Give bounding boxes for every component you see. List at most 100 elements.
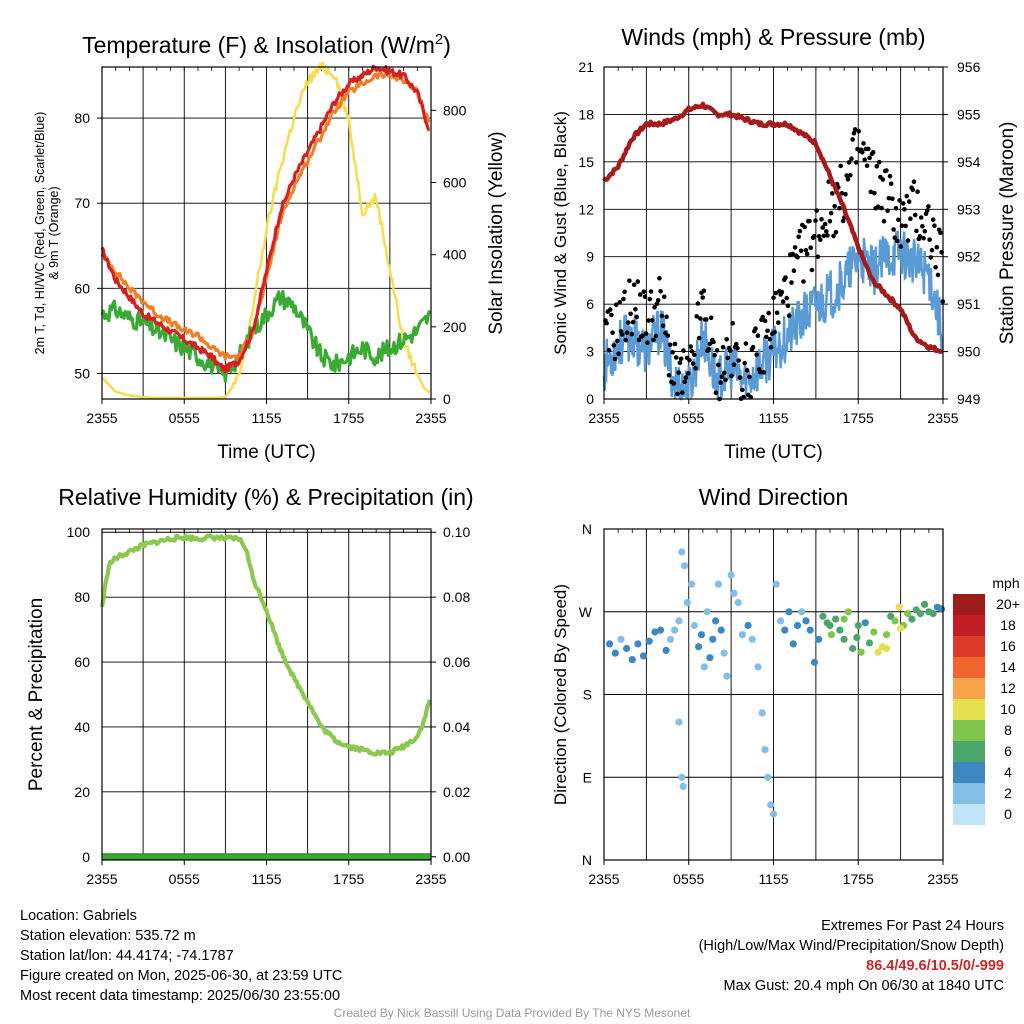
gust-point [818, 237, 823, 243]
plot-frame [603, 66, 944, 400]
direction-point [781, 626, 789, 634]
direction-point [853, 633, 861, 642]
direction-point [738, 631, 747, 639]
direction-point [769, 810, 778, 818]
gust-point [896, 217, 901, 223]
x-tick-label: 1155 [251, 410, 281, 426]
gust-point [635, 279, 641, 284]
direction-point [761, 746, 769, 754]
gust-point [610, 330, 615, 336]
gust-point [682, 379, 687, 385]
gust-point [879, 205, 884, 211]
gust-point [747, 374, 752, 380]
gust-point [927, 237, 932, 242]
gust-point [845, 177, 851, 182]
direction-point [709, 635, 717, 643]
gust-point [615, 338, 620, 344]
direction-point [688, 580, 696, 588]
y-tick-label: 0 [82, 849, 90, 865]
gust-point [649, 318, 655, 323]
chart-title: Wind Direction [699, 484, 849, 510]
gust-point [642, 294, 648, 300]
y-axis-label: Percent & Precipitation [26, 598, 47, 791]
gust-point [918, 215, 924, 220]
gust-point [874, 164, 880, 169]
plot-frame [101, 528, 432, 861]
colorbar-label: 10 [1000, 701, 1016, 717]
direction-point [748, 635, 756, 643]
gust-point [816, 234, 822, 239]
direction-point [865, 639, 874, 647]
colorbar-swatch [953, 636, 985, 657]
gust-point [736, 358, 741, 363]
y-axis-label: Sonic Wind & Gust (Blue, Black) [551, 111, 570, 355]
direction-point [656, 626, 665, 634]
gust-point [809, 267, 815, 273]
gust-point [917, 234, 923, 239]
direction-point [662, 646, 670, 655]
gust-point [677, 360, 683, 366]
gust-point [716, 362, 721, 368]
extremes-info: Extremes For Past 24 Hours (High/Low/Max… [699, 916, 1004, 996]
title-text: Temperature (F) & Insolation (W/m [82, 32, 435, 58]
gust-point [906, 199, 912, 204]
direction-point [789, 640, 797, 648]
gust-point [648, 289, 654, 294]
y-tick-label: 80 [74, 110, 90, 126]
colorbar-swatch [953, 762, 985, 783]
gust-point [934, 244, 940, 250]
gust-point [903, 223, 908, 229]
colorbar-label: 4 [1004, 764, 1012, 780]
chart-title: Winds (mph) & Pressure (mb) [621, 24, 925, 50]
gust-point [742, 360, 747, 366]
gust-point [838, 163, 843, 169]
direction-point [606, 640, 614, 648]
gust-point [801, 279, 806, 284]
direction-point [897, 624, 905, 632]
y2-tick-label: 950 [957, 344, 981, 360]
gust-point [611, 343, 617, 348]
gust-point [866, 146, 871, 152]
gust-point [854, 160, 859, 165]
colorbar-swatch [953, 678, 985, 699]
gust-point [701, 288, 707, 294]
chart-title: Temperature (F) & Insolation (W/m2) [82, 31, 451, 58]
x-tick-label: 2355 [86, 871, 117, 887]
gust-point [604, 320, 609, 326]
credit-text: Created By Nick Bassill Using Data Provi… [333, 1006, 691, 1020]
direction-point [767, 801, 775, 809]
gust-point [819, 217, 824, 222]
gust-point [785, 303, 791, 309]
gust-point [706, 346, 711, 352]
gust-point [814, 208, 819, 213]
gust-point [607, 307, 613, 312]
gust-point [928, 255, 934, 260]
gust-point [628, 311, 633, 317]
gust-point [645, 340, 650, 346]
gust-point [633, 307, 638, 312]
x-tick-label: 2355 [415, 410, 446, 426]
y2-tick-label: 0.08 [443, 589, 470, 605]
gust-point [808, 245, 813, 250]
gust-point [695, 301, 701, 306]
gust-point [764, 334, 769, 340]
direction-point [815, 635, 823, 643]
y2-tick-label: 949 [957, 391, 981, 407]
direction-point [758, 709, 766, 717]
gust-point [828, 210, 834, 216]
gust-point [613, 302, 619, 308]
title-text-end: ) [443, 32, 451, 58]
gust-point [766, 310, 771, 316]
gust-point [789, 280, 794, 285]
y-tick-label: N [582, 521, 592, 537]
x-axis-label: Time (UTC) [217, 442, 316, 463]
direction-point [861, 619, 869, 627]
y-tick-label: 21 [578, 59, 594, 75]
direction-point [645, 637, 653, 645]
gust-point [693, 366, 698, 371]
gust-point [872, 190, 877, 196]
colorbar-label: 16 [1000, 638, 1016, 654]
y-tick-label: 15 [578, 154, 594, 170]
gust-point [659, 313, 665, 319]
y-tick-label: E [583, 769, 592, 785]
